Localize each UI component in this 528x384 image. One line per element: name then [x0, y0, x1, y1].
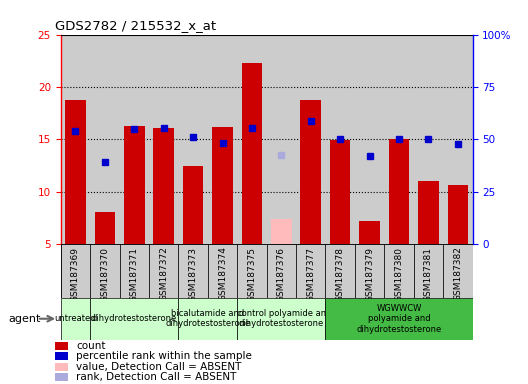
Bar	[330, 140, 351, 244]
Bar	[384, 35, 414, 244]
Bar	[443, 35, 473, 244]
Bar	[178, 35, 208, 244]
Bar	[54, 363, 68, 371]
Bar	[154, 128, 174, 244]
Text: percentile rank within the sample: percentile rank within the sample	[77, 351, 252, 361]
Bar	[61, 244, 90, 298]
Bar	[355, 35, 384, 244]
Bar	[54, 352, 68, 360]
Text: GDS2782 / 215532_x_at: GDS2782 / 215532_x_at	[55, 19, 216, 32]
Bar	[414, 244, 443, 298]
Text: value, Detection Call = ABSENT: value, Detection Call = ABSENT	[77, 362, 242, 372]
Text: agent: agent	[8, 314, 40, 324]
Bar	[208, 35, 237, 244]
Bar	[359, 221, 380, 244]
Text: GSM187374: GSM187374	[218, 247, 227, 301]
Text: untreated: untreated	[54, 314, 96, 323]
Bar	[418, 181, 439, 244]
Bar	[237, 244, 267, 298]
Text: GSM187382: GSM187382	[454, 247, 463, 301]
Bar	[267, 244, 296, 298]
Bar	[54, 373, 68, 381]
Bar	[90, 244, 119, 298]
Text: GSM187373: GSM187373	[188, 247, 197, 301]
Bar	[355, 244, 384, 298]
Bar	[212, 127, 233, 244]
Bar	[183, 166, 203, 244]
Bar	[119, 35, 149, 244]
Bar	[124, 126, 145, 244]
Bar	[242, 63, 262, 244]
Bar	[414, 35, 443, 244]
Bar	[237, 298, 325, 340]
Bar	[90, 35, 119, 244]
Bar	[300, 101, 321, 244]
Bar	[119, 244, 149, 298]
Text: GSM187376: GSM187376	[277, 247, 286, 301]
Bar	[267, 35, 296, 244]
Bar	[149, 244, 178, 298]
Text: control polyamide an
dihydrotestosterone: control polyamide an dihydrotestosterone	[237, 309, 326, 328]
Bar	[296, 244, 325, 298]
Bar	[90, 298, 178, 340]
Text: GSM187380: GSM187380	[394, 247, 403, 301]
Text: GSM187369: GSM187369	[71, 247, 80, 301]
Bar	[95, 212, 115, 244]
Bar	[384, 244, 414, 298]
Text: bicalutamide and
dihydrotestosterone: bicalutamide and dihydrotestosterone	[165, 309, 250, 328]
Bar	[178, 298, 237, 340]
Text: count: count	[77, 341, 106, 351]
Text: dihydrotestosterone: dihydrotestosterone	[92, 314, 177, 323]
Bar	[296, 35, 325, 244]
Bar	[61, 298, 90, 340]
Text: WGWWCW
polyamide and
dihydrotestosterone: WGWWCW polyamide and dihydrotestosterone	[356, 304, 441, 334]
Bar	[65, 101, 86, 244]
Text: GSM187375: GSM187375	[248, 247, 257, 301]
Bar	[448, 185, 468, 244]
Bar	[149, 35, 178, 244]
Text: GSM187377: GSM187377	[306, 247, 315, 301]
Bar	[208, 244, 237, 298]
Bar	[389, 139, 409, 244]
Text: GSM187379: GSM187379	[365, 247, 374, 301]
Bar	[61, 35, 90, 244]
Text: GSM187370: GSM187370	[100, 247, 109, 301]
Text: GSM187371: GSM187371	[130, 247, 139, 301]
Text: rank, Detection Call = ABSENT: rank, Detection Call = ABSENT	[77, 372, 237, 382]
Bar	[325, 244, 355, 298]
Bar	[443, 244, 473, 298]
Bar	[54, 342, 68, 349]
Bar	[325, 35, 355, 244]
Bar	[271, 219, 291, 244]
Bar	[178, 244, 208, 298]
Text: GSM187381: GSM187381	[424, 247, 433, 301]
Bar	[325, 298, 473, 340]
Text: GSM187372: GSM187372	[159, 247, 168, 301]
Bar	[237, 35, 267, 244]
Text: GSM187378: GSM187378	[336, 247, 345, 301]
